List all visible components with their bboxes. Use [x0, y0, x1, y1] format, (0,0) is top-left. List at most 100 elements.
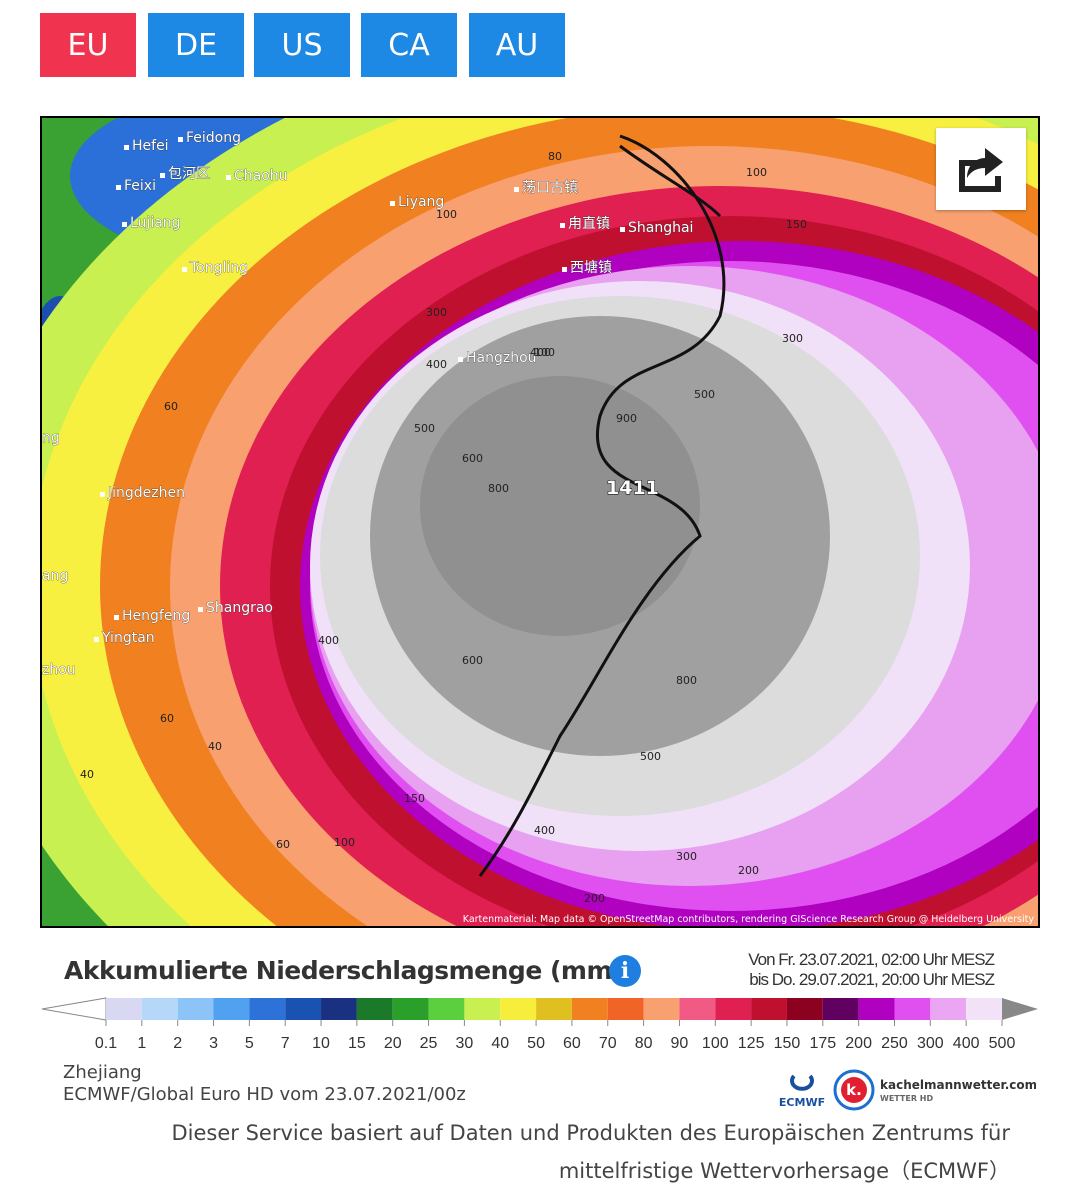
legend-arrow-high: [1002, 998, 1038, 1020]
place-label: 荡口古镇: [522, 180, 578, 196]
region-tab[interactable]: AU: [469, 13, 565, 77]
place-label: 包河区: [168, 166, 210, 182]
region: Zhejiang: [63, 1062, 142, 1083]
place-marker: [124, 145, 129, 150]
legend-swatch: [536, 998, 572, 1020]
logos: ECMWF k. kachelmannwetter.com WETTER HD: [779, 1069, 1036, 1111]
region-tab[interactable]: US: [254, 13, 350, 77]
legend-arrow-low: [41, 997, 107, 1021]
legend-swatch: [715, 998, 752, 1020]
contour-label: 60: [160, 712, 174, 725]
place-label: Hengfeng: [122, 608, 190, 624]
legend-tick-label: 400: [953, 1035, 980, 1052]
legend-tick-label: 175: [809, 1035, 836, 1052]
legend-swatch: [464, 998, 501, 1020]
kachelmann-logo: kachelmannwetter.com: [880, 1078, 1036, 1092]
legend-swatch: [966, 998, 1002, 1020]
place-label: Shangrao: [206, 600, 273, 616]
place-label: Chaohu: [234, 168, 288, 184]
legend-swatch: [751, 998, 787, 1020]
contour-label: 400: [318, 634, 339, 647]
contour-label: 80: [548, 150, 562, 163]
place-marker: [458, 357, 463, 362]
place-marker: [114, 615, 119, 620]
kachelmann-sub: WETTER HD: [880, 1094, 933, 1103]
legend-swatch: [177, 998, 214, 1020]
legend-tick-label: 15: [348, 1035, 366, 1052]
place-label: zhou: [42, 662, 76, 678]
contour-label: 300: [782, 332, 803, 345]
contour-label: 40: [80, 768, 94, 781]
place-label: ng: [42, 430, 60, 446]
contour-label: 40: [208, 740, 222, 753]
contour-label: 400: [426, 358, 447, 371]
legend-tick-label: 250: [881, 1035, 908, 1052]
place-label: Feidong: [186, 130, 241, 146]
legend-title: Akkumulierte Niederschlagsmenge (mm): [64, 956, 623, 985]
legend-tick-label: 0.1: [95, 1035, 117, 1052]
contour-label: 150: [786, 218, 807, 231]
contour-label: 600: [462, 654, 483, 667]
legend-swatch: [643, 998, 680, 1020]
place-marker: [620, 227, 625, 232]
place-label: ang: [42, 568, 68, 584]
legend-tick-label: 500: [989, 1035, 1016, 1052]
place-marker: [160, 173, 165, 178]
share-button[interactable]: [936, 128, 1026, 210]
legend-tick-label: 70: [599, 1035, 617, 1052]
contour-label: 200: [738, 864, 759, 877]
place-marker: [116, 185, 121, 190]
legend-tick-label: 3: [209, 1035, 218, 1052]
contour-label: 900: [616, 412, 637, 425]
model-run: ECMWF/Global Euro HD vom 23.07.2021/00z: [63, 1084, 466, 1105]
legend-tick-label: 60: [563, 1035, 581, 1052]
place-label: 西塘镇: [570, 260, 612, 276]
place-marker: [226, 175, 231, 180]
legend-tick-label: 100: [702, 1035, 729, 1052]
ecmwf-logo: ECMWF: [779, 1096, 825, 1109]
region-tab[interactable]: DE: [148, 13, 244, 77]
place-marker: [514, 187, 519, 192]
legend-swatch: [285, 998, 322, 1020]
legend-swatch: [106, 998, 142, 1020]
place-label: Hangzhou: [466, 350, 537, 366]
contour-label: 100: [334, 836, 355, 849]
place-marker: [560, 223, 565, 228]
legend-tick-label: 40: [491, 1035, 509, 1052]
legend-tick-label: 2: [173, 1035, 182, 1052]
contour-label: 100: [436, 208, 457, 221]
legend-tick-label: 150: [774, 1035, 801, 1052]
contour-label: 60: [164, 400, 178, 413]
place-marker: [100, 492, 105, 497]
legend-swatch: [894, 998, 931, 1020]
region-tab[interactable]: CA: [361, 13, 457, 77]
legend-swatch: [392, 998, 429, 1020]
place-label: Hefei: [132, 138, 169, 154]
legend-swatch: [607, 998, 644, 1020]
footer-line: Dieser Service basiert auf Daten und Pro…: [171, 1121, 1010, 1145]
attribution: Kartenmaterial: Map data © OpenStreetMap…: [463, 914, 1035, 925]
legend-tick-label: 20: [384, 1035, 402, 1052]
place-label: Feixi: [124, 178, 156, 194]
max-label: 1411: [606, 477, 659, 499]
contour-label: 500: [694, 388, 715, 401]
contour-label: 100: [534, 346, 555, 359]
place-marker: [94, 637, 99, 642]
contour-label: 600: [462, 452, 483, 465]
region-tab[interactable]: EU: [40, 13, 136, 77]
place-label: 甪直镇: [568, 215, 610, 232]
legend-swatch: [500, 998, 537, 1020]
contour-label: 800: [488, 482, 509, 495]
legend-tick-label: 90: [671, 1035, 689, 1052]
contour-label: 300: [426, 306, 447, 319]
legend-swatch: [822, 998, 859, 1020]
legend-swatch: [141, 998, 178, 1020]
info-button[interactable]: i: [609, 955, 641, 987]
place-label: Yingtan: [101, 630, 155, 646]
legend-swatch: [428, 998, 465, 1020]
place-label: Liyang: [398, 194, 444, 210]
legend-swatch: [571, 998, 608, 1020]
contour-label: 200: [584, 892, 605, 905]
contour-label: 60: [276, 838, 290, 851]
